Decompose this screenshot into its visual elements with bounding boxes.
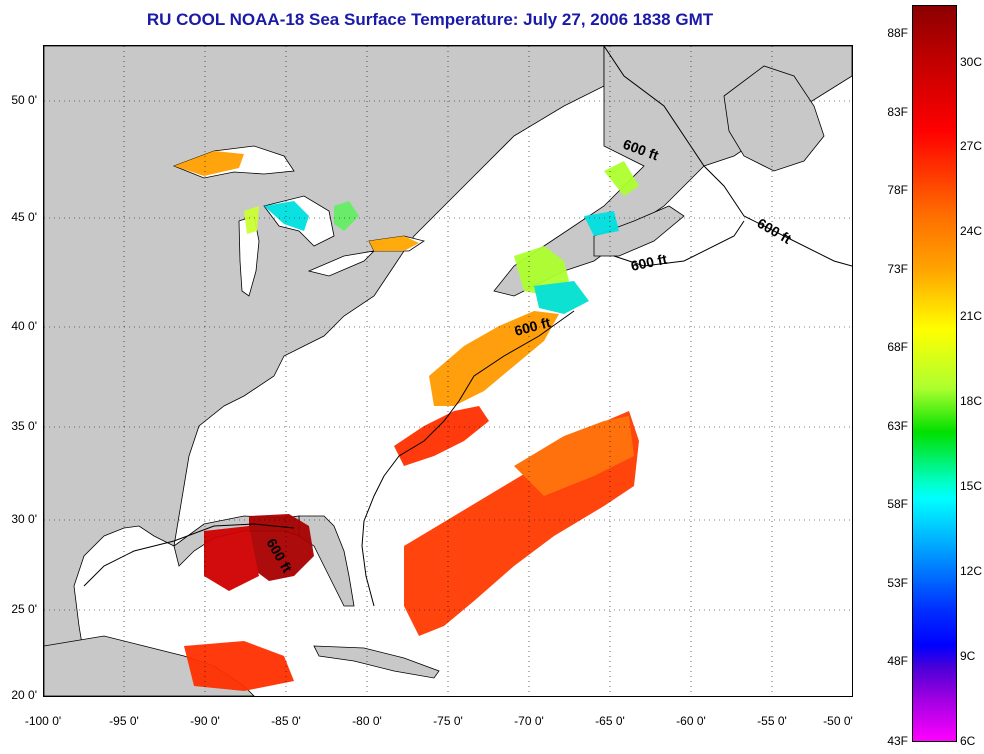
- cbar-c-9: 9C: [960, 649, 976, 663]
- cbar-f-58: 58F: [887, 497, 908, 511]
- y-tick-30: 30 0': [11, 512, 37, 526]
- x-tick--85: -85 0': [271, 714, 301, 728]
- x-tick--75: -75 0': [433, 714, 463, 728]
- cbar-c-6: 6C: [960, 734, 976, 748]
- cbar-f-88: 88F: [887, 26, 908, 40]
- x-tick--50: -50 0': [823, 714, 853, 728]
- temperature-colorbar: [912, 5, 957, 742]
- contour-600ft: [83, 46, 852, 607]
- cbar-c-21: 21C: [960, 309, 983, 323]
- cbar-c-24: 24C: [960, 224, 983, 238]
- map-canvas: 600 ft 600 ft 600 ft 600 ft 600 ft: [44, 46, 852, 696]
- x-tick--80: -80 0': [352, 714, 382, 728]
- cbar-c-12: 12C: [960, 564, 983, 578]
- contour-label-ne: 600 ft: [755, 215, 795, 247]
- lake-erie: [307, 250, 376, 277]
- land-nova-scotia: [593, 205, 685, 257]
- x-tick--100: -100 0': [24, 714, 62, 728]
- cbar-f-83: 83F: [887, 105, 908, 119]
- land-newfoundland: [723, 65, 825, 172]
- x-tick--65: -65 0': [595, 714, 625, 728]
- y-tick-20: 20 0': [11, 688, 37, 702]
- grid-lines: [44, 46, 852, 696]
- cbar-f-48: 48F: [887, 654, 908, 668]
- y-tick-25: 25 0': [11, 602, 37, 616]
- contour-label-georges: 600 ft: [629, 251, 668, 274]
- map-title: RU COOL NOAA-18 Sea Surface Temperature:…: [146, 10, 714, 29]
- sst-data-layer: [174, 151, 639, 691]
- y-tick-50: 50 0': [11, 93, 37, 107]
- sst-map: 600 ft 600 ft 600 ft 600 ft 600 ft: [43, 45, 853, 697]
- cbar-f-53: 53F: [887, 576, 908, 590]
- y-tick-35: 35 0': [11, 419, 37, 433]
- cbar-f-43: 43F: [887, 734, 908, 748]
- cbar-f-63: 63F: [887, 419, 908, 433]
- cbar-c-30: 30C: [960, 55, 983, 69]
- land-cuba: [313, 645, 440, 679]
- cbar-f-73: 73F: [887, 262, 908, 276]
- x-tick--90: -90 0': [190, 714, 220, 728]
- x-tick--95: -95 0': [109, 714, 139, 728]
- x-tick--55: -55 0': [757, 714, 787, 728]
- cbar-f-68: 68F: [887, 340, 908, 354]
- cbar-c-18: 18C: [960, 394, 983, 408]
- cbar-f-78: 78F: [887, 183, 908, 197]
- x-tick--70: -70 0': [514, 714, 544, 728]
- y-tick-40: 40 0': [11, 319, 37, 333]
- land-north-america: [44, 46, 605, 696]
- y-tick-45: 45 0': [11, 210, 37, 224]
- cbar-c-15: 15C: [960, 479, 983, 493]
- cbar-c-27: 27C: [960, 139, 983, 153]
- x-tick--60: -60 0': [676, 714, 706, 728]
